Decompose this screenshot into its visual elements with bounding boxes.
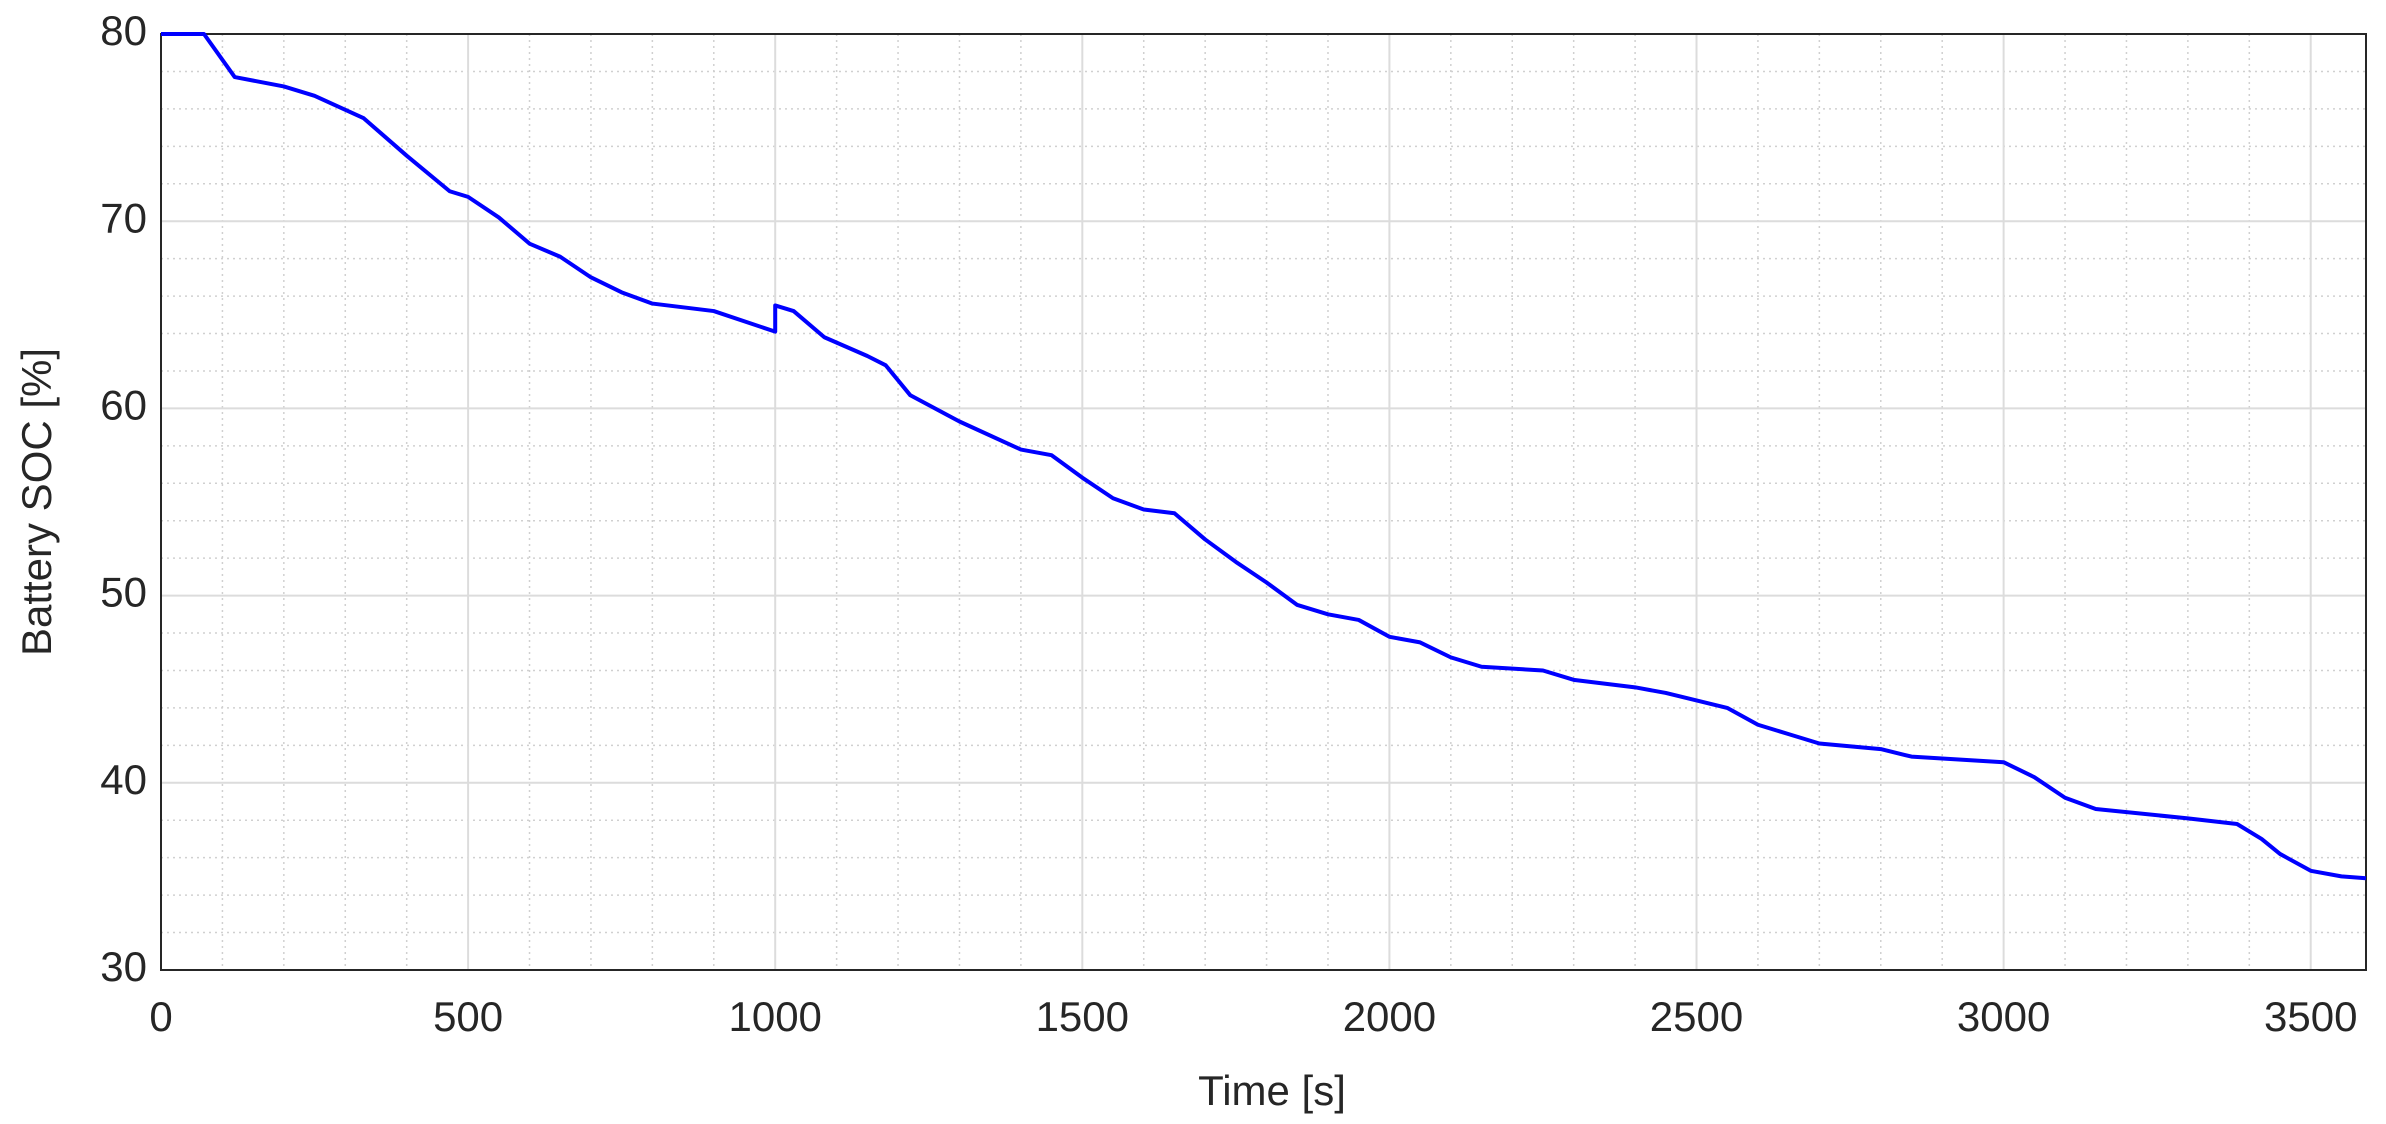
x-tick-label: 2500 (1650, 993, 1743, 1040)
y-tick-label: 80 (100, 7, 147, 54)
x-tick-label: 1500 (1036, 993, 1129, 1040)
x-axis-label: Time [s] (1198, 1067, 1346, 1114)
x-tick-label: 3000 (1957, 993, 2050, 1040)
y-tick-label: 30 (100, 943, 147, 990)
y-tick-label: 50 (100, 569, 147, 616)
line-series (161, 32, 2367, 881)
plot-frame (160, 33, 2367, 971)
x-tick-label: 500 (433, 993, 503, 1040)
x-tick-label: 2000 (1343, 993, 1436, 1040)
y-tick-label: 40 (100, 756, 147, 803)
y-tick-label: 60 (100, 381, 147, 428)
x-tick-label: 1000 (728, 993, 821, 1040)
x-tick-label: 0 (149, 993, 172, 1040)
y-axis-label: Battery SOC [%] (13, 348, 60, 656)
x-tick-label: 3500 (2264, 993, 2357, 1040)
y-tick-label: 70 (100, 194, 147, 241)
